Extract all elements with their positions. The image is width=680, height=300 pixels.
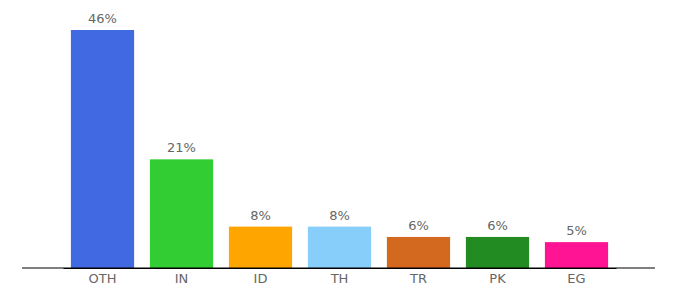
data-label: 6% (408, 218, 429, 233)
bars (71, 30, 608, 268)
tick: IN (175, 268, 189, 286)
data-label: 8% (250, 208, 271, 223)
data-labels: 46% 21% 8% 8% 6% 6% 5% (88, 11, 587, 238)
tick: PK (489, 268, 506, 286)
tick: TR (409, 268, 427, 286)
bar (71, 30, 134, 268)
bar (545, 242, 608, 268)
data-label: 21% (167, 140, 196, 155)
tick-label: ID (254, 271, 268, 286)
data-label: 46% (88, 11, 117, 26)
tick-label: OTH (89, 271, 117, 286)
tick: EG (567, 268, 585, 286)
tick-label: IN (175, 271, 189, 286)
data-label: 8% (329, 208, 350, 223)
bar (387, 237, 450, 268)
tick-label: TH (330, 271, 349, 286)
baseline (22, 268, 655, 269)
chart: 46% 21% 8% 8% 6% 6% 5% OTH IN ID TH TR PK EG (0, 0, 680, 300)
data-label: 5% (566, 223, 587, 238)
tick-label: TR (409, 271, 427, 286)
bar (308, 227, 371, 268)
bar (150, 159, 213, 268)
tick-label: PK (489, 271, 506, 286)
bar (466, 237, 529, 268)
bar (229, 227, 292, 268)
x-axis-line (64, 268, 617, 269)
tick-label: EG (567, 271, 585, 286)
x-axis: OTH IN ID TH TR PK EG (64, 268, 617, 286)
tick: TH (330, 268, 349, 286)
tick: ID (254, 268, 268, 286)
tick: OTH (89, 268, 117, 286)
data-label: 6% (487, 218, 508, 233)
